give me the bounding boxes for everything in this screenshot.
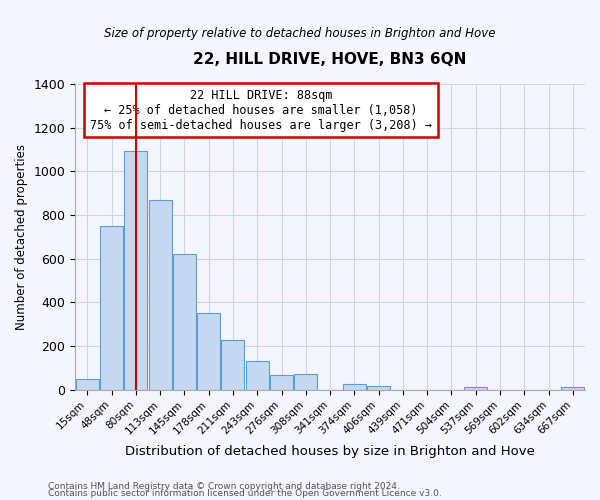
Bar xyxy=(124,150,148,390)
Text: Contains HM Land Registry data © Crown copyright and database right 2024.: Contains HM Land Registry data © Crown c… xyxy=(48,482,400,491)
Bar xyxy=(246,361,269,390)
Bar xyxy=(100,226,123,390)
Bar xyxy=(464,388,487,390)
Text: 22 HILL DRIVE: 88sqm
← 25% of detached houses are smaller (1,058)
75% of semi-de: 22 HILL DRIVE: 88sqm ← 25% of detached h… xyxy=(90,88,432,132)
Bar xyxy=(149,200,172,390)
Bar xyxy=(76,378,99,390)
X-axis label: Distribution of detached houses by size in Brighton and Hove: Distribution of detached houses by size … xyxy=(125,444,535,458)
Y-axis label: Number of detached properties: Number of detached properties xyxy=(15,144,28,330)
Title: 22, HILL DRIVE, HOVE, BN3 6QN: 22, HILL DRIVE, HOVE, BN3 6QN xyxy=(193,52,467,68)
Text: Size of property relative to detached houses in Brighton and Hove: Size of property relative to detached ho… xyxy=(104,28,496,40)
Bar xyxy=(221,340,244,390)
Bar xyxy=(197,313,220,390)
Bar xyxy=(343,384,366,390)
Bar xyxy=(270,376,293,390)
Bar xyxy=(294,374,317,390)
Bar xyxy=(367,386,390,390)
Text: Contains public sector information licensed under the Open Government Licence v3: Contains public sector information licen… xyxy=(48,490,442,498)
Bar xyxy=(562,388,584,390)
Bar xyxy=(173,254,196,390)
